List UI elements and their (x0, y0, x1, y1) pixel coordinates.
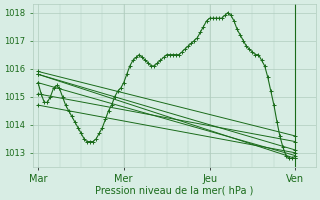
X-axis label: Pression niveau de la mer( hPa ): Pression niveau de la mer( hPa ) (95, 186, 253, 196)
